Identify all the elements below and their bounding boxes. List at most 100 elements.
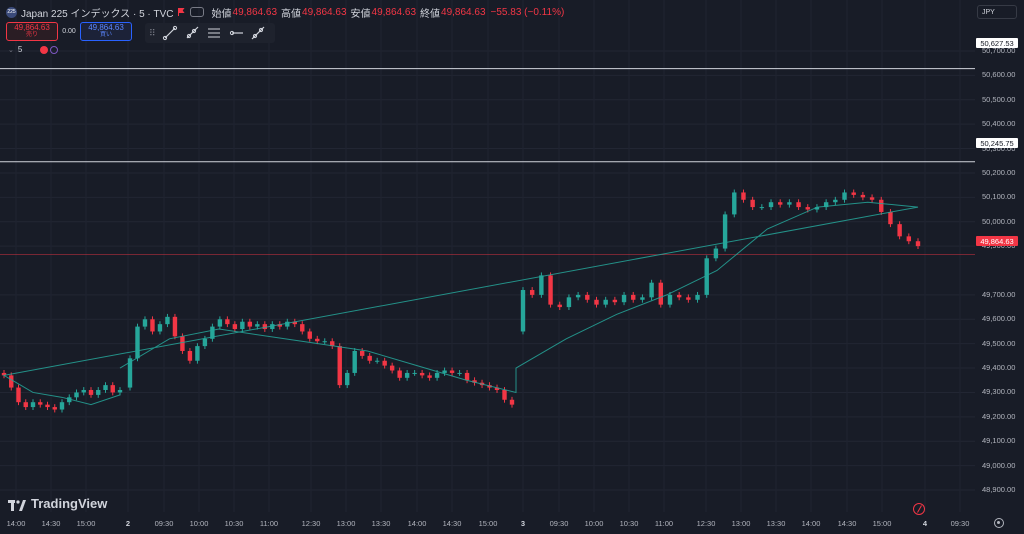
time-axis-label: 3 xyxy=(520,519,526,528)
drag-handle-icon[interactable]: ⠿ xyxy=(149,27,156,38)
ray-icon[interactable] xyxy=(181,24,203,42)
trend-line-icon[interactable] xyxy=(159,24,181,42)
tradingview-logo[interactable]: TradingView xyxy=(8,496,107,511)
candle-body xyxy=(888,211,893,225)
currency-label: JPY xyxy=(982,8,995,16)
time-axis-label: 13:00 xyxy=(336,519,356,528)
buy-label: 買い xyxy=(99,32,112,38)
candle-body xyxy=(434,372,440,378)
price-axis-label: 50,100.00 xyxy=(982,192,1016,202)
time-axis-label: 14:30 xyxy=(442,519,462,528)
candle-body xyxy=(157,324,163,332)
candle-body xyxy=(135,326,140,359)
candle-body xyxy=(412,372,417,374)
candle-body xyxy=(277,324,283,327)
candle-body xyxy=(322,341,327,343)
candle-body xyxy=(631,294,636,300)
extended-line-icon[interactable] xyxy=(247,24,269,42)
candle-body xyxy=(232,324,238,330)
candle-body xyxy=(127,358,133,388)
alert-icon[interactable] xyxy=(913,503,925,515)
time-axis-label: 13:30 xyxy=(766,519,786,528)
candle-body xyxy=(9,375,14,388)
sell-button[interactable]: 49,864.63 売り xyxy=(6,22,58,41)
candle-body xyxy=(621,294,627,303)
horizontal-ray-icon[interactable] xyxy=(225,24,247,42)
candle-body xyxy=(165,316,170,325)
settings-gear-icon[interactable] xyxy=(994,518,1004,528)
candle-body xyxy=(367,355,372,361)
moving-average-line xyxy=(2,201,919,406)
candle-body xyxy=(103,385,108,391)
candle-body xyxy=(585,294,590,300)
candle-body xyxy=(45,404,50,408)
price-axis-label: 49,200.00 xyxy=(982,411,1016,421)
candle-body xyxy=(759,207,765,209)
candle-body xyxy=(427,375,432,378)
price-axis-label: 49,000.00 xyxy=(982,460,1016,470)
candle-body xyxy=(649,282,654,298)
floating-drawing-toolbar: ⠿ xyxy=(145,23,275,43)
candle-body xyxy=(539,275,544,295)
candle-body xyxy=(262,324,268,330)
buy-price: 49,864.63 xyxy=(88,23,124,32)
candle-body xyxy=(210,326,215,339)
candle-body xyxy=(869,197,875,200)
time-axis-label: 14:30 xyxy=(837,519,857,528)
candle-body xyxy=(270,324,275,330)
symbol-logo-icon: 225 xyxy=(6,6,17,18)
candle-body xyxy=(285,321,290,327)
candle-body xyxy=(575,294,581,298)
candle-body xyxy=(667,294,673,305)
candle-body xyxy=(566,297,572,308)
indicator-error-icon[interactable] xyxy=(40,45,49,54)
high-label: 高値 xyxy=(281,8,302,20)
parallel-channel-icon[interactable] xyxy=(203,24,225,42)
price-axis-label: 49,100.00 xyxy=(982,436,1016,446)
time-axis-label: 2 xyxy=(125,519,131,528)
sell-price: 49,864.63 xyxy=(14,23,50,32)
chevron-down-icon[interactable]: ⌄ xyxy=(8,46,14,54)
indicator-length: 5 xyxy=(17,45,23,54)
candle-body xyxy=(509,399,515,405)
symbol-title[interactable]: Japan 225 インデックス · 5 · TVC xyxy=(21,8,174,20)
close-value: 49,864.63 xyxy=(441,6,486,18)
candle-body xyxy=(180,336,185,351)
candle-body xyxy=(300,324,305,332)
candle-body xyxy=(658,282,663,305)
currency-selector[interactable]: JPY xyxy=(977,5,1017,19)
candle-body xyxy=(359,350,365,356)
price-axis-label: 50,500.00 xyxy=(982,94,1016,104)
price-axis-label: 50,200.00 xyxy=(982,167,1016,177)
candle-body xyxy=(345,372,350,386)
candle-body xyxy=(150,319,155,332)
candle-body xyxy=(612,299,618,303)
buy-button[interactable]: 49,864.63 買い xyxy=(80,22,132,41)
candle-body xyxy=(247,321,253,327)
candle-body xyxy=(187,350,193,361)
visibility-icon[interactable] xyxy=(189,7,204,17)
low-value: 49,864.63 xyxy=(371,6,417,18)
candle-body xyxy=(315,338,320,342)
candle-body xyxy=(594,299,599,305)
high-value: 49,864.63 xyxy=(302,6,347,18)
candle-body xyxy=(202,338,208,347)
candle-body xyxy=(750,199,755,208)
candle-body xyxy=(404,372,410,378)
candle-body xyxy=(23,402,28,408)
candle-body xyxy=(382,360,387,366)
indicator-legend[interactable]: ⌄ 5 xyxy=(8,45,59,54)
candle-body xyxy=(307,331,312,339)
flag-icon[interactable] xyxy=(177,8,185,16)
candle-body xyxy=(686,297,691,300)
candle-body xyxy=(879,199,884,212)
candle-body xyxy=(529,290,535,295)
time-axis-label: 15:00 xyxy=(872,519,892,528)
candle-body xyxy=(397,370,402,378)
candle-body xyxy=(548,275,553,305)
candle-body xyxy=(704,258,709,295)
candle-body xyxy=(603,299,608,305)
candle-body xyxy=(52,407,57,410)
